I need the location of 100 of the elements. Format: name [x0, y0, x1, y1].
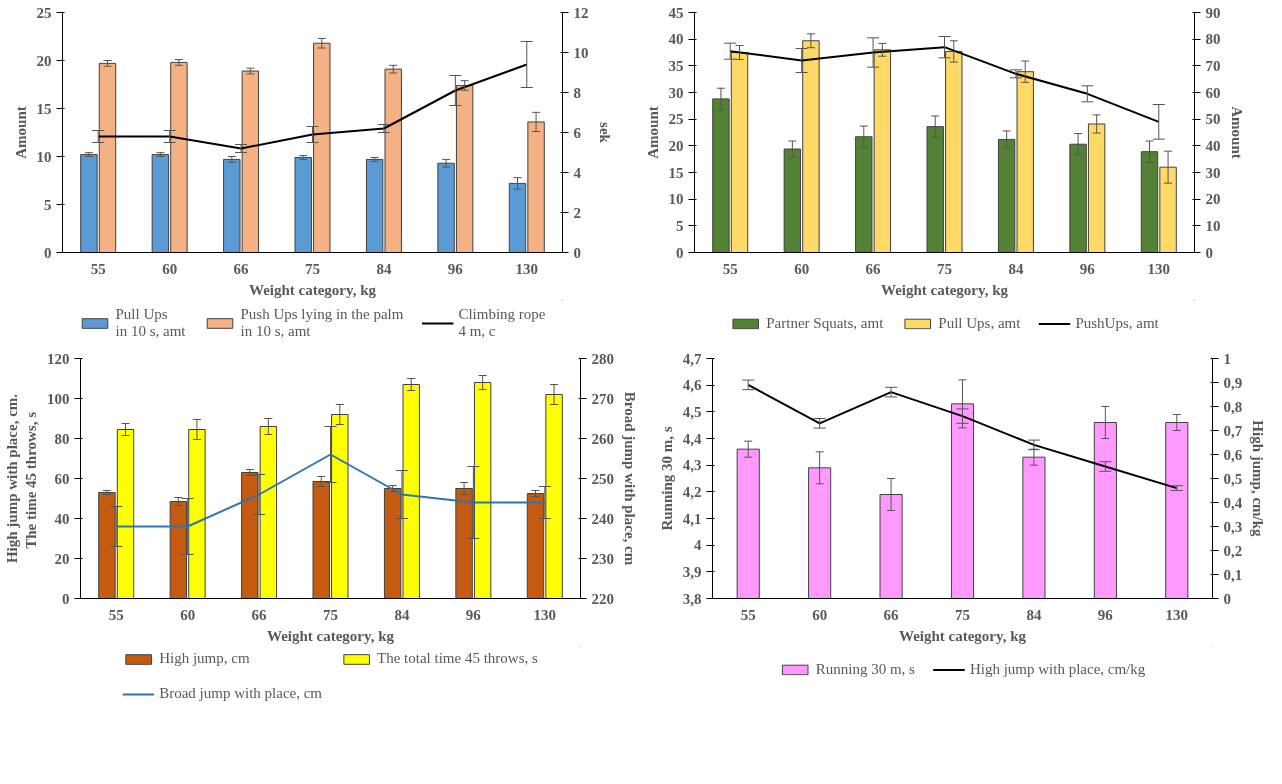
legend-label: PushUps, amt [1075, 314, 1159, 332]
y-tick-label: 20 [36, 52, 52, 69]
y-tick-label: 3,9 [682, 563, 702, 580]
y2-tick-label: 280 [591, 350, 614, 367]
x-tick-label: 96 [1097, 606, 1114, 623]
y-tick-label: 3,8 [682, 590, 702, 607]
y-tick-label: 45 [668, 4, 684, 21]
x-tick-label: 75 [323, 606, 338, 623]
legend-label: High jump with place, cm/kg [969, 660, 1146, 678]
y-tick-label: 0 [44, 244, 52, 261]
y2-tick-label: 0,4 [1223, 494, 1243, 511]
x-axis-title: Weight category, kg [898, 627, 1027, 644]
x-tick-label: 60 [162, 260, 178, 277]
x-tick-label: 60 [180, 606, 196, 623]
y2-tick-label: 50 [1205, 111, 1221, 128]
y2-tick-label: 40 [1205, 137, 1221, 154]
y-tick-label: 60 [54, 470, 70, 487]
x-tick-label: 84 [394, 606, 410, 623]
y-tick-label: 5 [44, 196, 52, 213]
y-tick-label: 4 [694, 537, 702, 554]
y-tick-label: 4,5 [682, 403, 702, 420]
y-tick-label: 10 [36, 148, 52, 165]
y-tick-label: 25 [36, 4, 52, 21]
y2-tick-label: 0,8 [1223, 398, 1243, 415]
y-axis-title: Amount [12, 106, 29, 159]
y2-tick-label: 220 [591, 590, 614, 607]
y2-tick-label: 90 [1205, 4, 1221, 21]
x-axis-title: Weight category, kg [248, 281, 377, 298]
x-tick-label: 130 [533, 606, 557, 623]
y2-tick-label: 20 [1205, 191, 1221, 208]
y-tick-label: 4,4 [682, 430, 702, 447]
y-tick-label: 20 [668, 137, 684, 154]
y-tick-label: 5 [676, 217, 684, 234]
y2-tick-label: 4 [573, 164, 582, 181]
y2-tick-label: 250 [591, 470, 614, 487]
legend-label: The total time 45 throws, s [377, 650, 538, 667]
x-tick-label: 55 [90, 260, 106, 277]
x-tick-label: 66 [251, 606, 268, 623]
x-tick-label: 130 [515, 260, 539, 277]
x-tick-label: 60 [812, 606, 828, 623]
y2-tick-label: 80 [1205, 31, 1221, 48]
y-tick-label: 20 [54, 550, 70, 567]
y2-axis-title: sek [596, 122, 613, 144]
y-tick-label: 4,2 [682, 483, 702, 500]
y2-tick-label: 0,9 [1223, 374, 1243, 391]
y2-tick-label: 1 [1223, 350, 1231, 367]
y-tick-label: 15 [36, 100, 52, 117]
y2-tick-label: 0,3 [1223, 518, 1243, 535]
y2-tick-label: 30 [1205, 164, 1221, 181]
y-tick-label: 25 [668, 111, 684, 128]
y2-tick-label: 0,7 [1223, 422, 1243, 439]
legend-label: Push Ups lying in the palm in 10 s, amt [240, 306, 404, 340]
x-tick-label: 60 [794, 260, 810, 277]
y2-tick-label: 230 [591, 550, 614, 567]
x-tick-label: 96 [465, 606, 482, 623]
legend-label: Climbing rope 4 m, c [458, 306, 546, 340]
y2-tick-label: 12 [573, 4, 589, 21]
y2-tick-label: 70 [1205, 57, 1221, 74]
y2-tick-label: 6 [573, 124, 582, 141]
y-tick-label: 15 [668, 164, 684, 181]
x-tick-label: 96 [447, 260, 464, 277]
legend-label: Broad jump with place, cm [159, 685, 323, 702]
y-tick-label: 80 [54, 430, 70, 447]
y2-tick-label: 8 [573, 84, 581, 101]
x-tick-label: 84 [376, 260, 392, 277]
legend-label: Running 30 m, s [815, 660, 915, 678]
y2-tick-label: 0 [573, 244, 581, 261]
y2-tick-label: 240 [591, 510, 614, 527]
x-tick-label: 66 [233, 260, 250, 277]
y2-tick-label: 0 [1223, 590, 1231, 607]
y2-tick-label: 0 [1205, 244, 1213, 261]
x-tick-label: 66 [883, 606, 900, 623]
x-axis-title: Weight category, kg [266, 627, 395, 644]
y-tick-label: 0 [676, 244, 684, 261]
y2-tick-label: 270 [591, 390, 614, 407]
y2-tick-label: 2 [573, 204, 581, 221]
x-tick-label: 66 [865, 260, 882, 277]
y-tick-label: 40 [54, 510, 70, 527]
y2-tick-label: 0,5 [1223, 470, 1243, 487]
legend-label: Pull Ups in 10 s, amt [115, 306, 186, 340]
y-tick-label: 4,3 [682, 457, 702, 474]
x-axis-title: Weight category, kg [880, 281, 1009, 298]
y2-axis-title: Amount [1228, 106, 1245, 159]
y2-tick-label: 0,1 [1223, 566, 1243, 583]
y2-tick-label: 260 [591, 430, 614, 447]
x-tick-label: 55 [740, 606, 756, 623]
y-tick-label: 120 [47, 350, 70, 367]
y2-axis-title: High jump, cm/kg [1250, 420, 1267, 538]
y-tick-label: 100 [47, 390, 70, 407]
y-tick-label: 4,7 [682, 350, 702, 367]
legend-label: Partner Squats, amt [766, 314, 884, 332]
y2-tick-label: 60 [1205, 84, 1221, 101]
x-tick-label: 75 [955, 606, 970, 623]
y-axis-title: Running 30 m, s [658, 426, 675, 531]
y-tick-label: 30 [668, 84, 684, 101]
x-tick-label: 84 [1008, 260, 1024, 277]
x-tick-label: 55 [722, 260, 738, 277]
x-tick-label: 84 [1026, 606, 1042, 623]
x-tick-label: 130 [1165, 606, 1189, 623]
y-tick-label: 35 [668, 57, 684, 74]
